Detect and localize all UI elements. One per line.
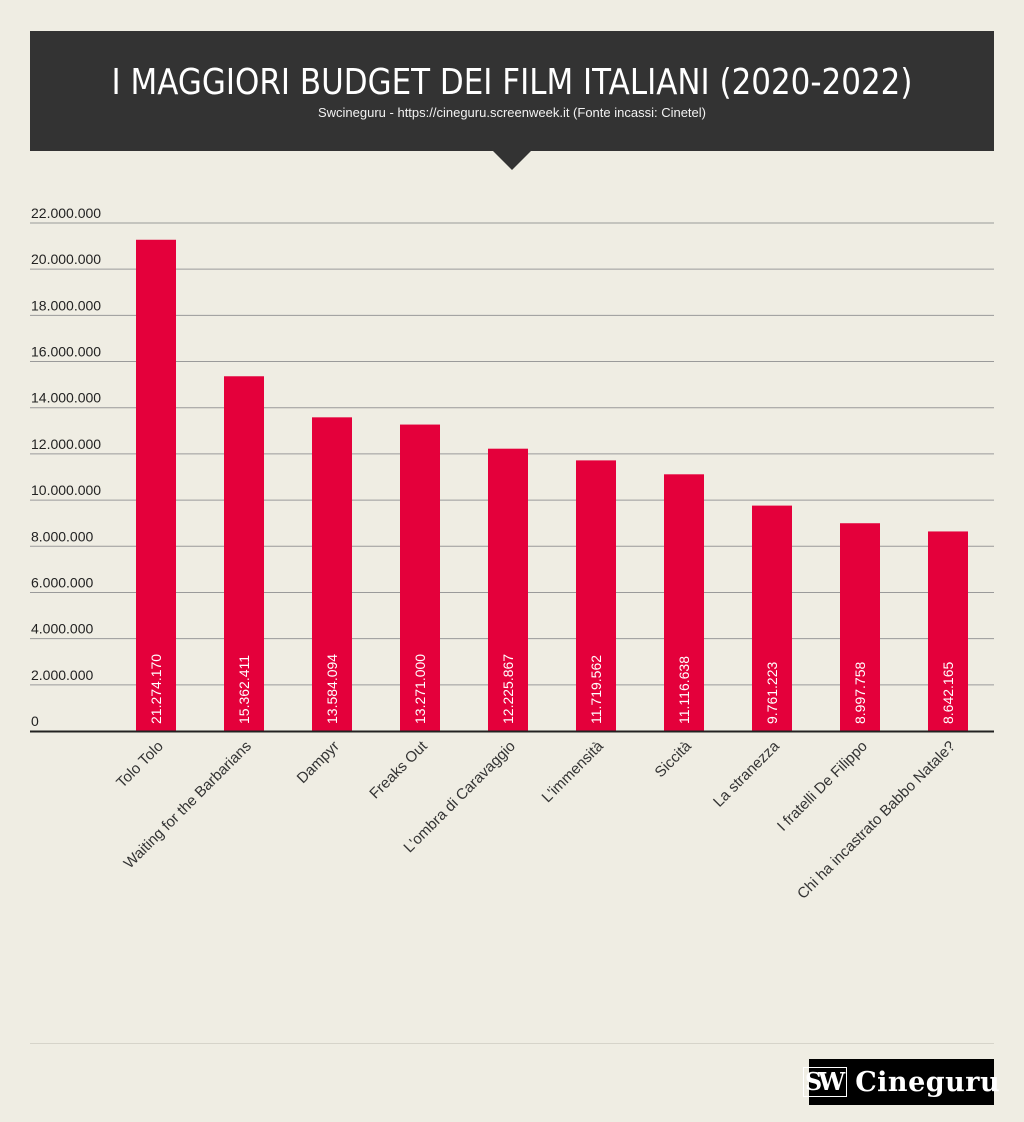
y-tick-label: 20.000.000 xyxy=(31,251,101,267)
x-category-label: Chi ha incastrato Babbo Natale? xyxy=(794,738,959,903)
bar-value-label: 9.761.223 xyxy=(764,662,780,724)
y-tick-label: 16.000.000 xyxy=(31,344,101,360)
x-category-label: I fratelli De Filippo xyxy=(774,738,871,835)
bar xyxy=(224,376,264,731)
bar xyxy=(136,239,176,731)
bar-value-label: 12.225.867 xyxy=(500,654,516,724)
y-tick-label: 0 xyxy=(31,713,39,729)
footer-divider xyxy=(30,1043,994,1044)
bar xyxy=(488,448,528,731)
y-tick-label: 4.000.000 xyxy=(31,621,93,637)
cineguru-logo: SW Cineguru xyxy=(802,1059,1000,1105)
bar-value-label: 13.271.000 xyxy=(412,654,428,724)
x-category-label: Freaks Out xyxy=(366,737,431,802)
y-tick-label: 6.000.000 xyxy=(31,574,93,590)
x-category-label: Dampyr xyxy=(294,738,343,787)
chart-title: I MAGGIORI BUDGET DEI FILM ITALIANI (202… xyxy=(111,62,913,103)
x-category-label: L'immensità xyxy=(539,737,608,806)
y-tick-label: 8.000.000 xyxy=(31,528,93,544)
x-category-label: Siccità xyxy=(652,737,696,781)
y-tick-label: 18.000.000 xyxy=(31,297,101,313)
chart-header: I MAGGIORI BUDGET DEI FILM ITALIANI (202… xyxy=(30,31,994,151)
y-tick-label: 10.000.000 xyxy=(31,482,101,498)
y-tick-label: 14.000.000 xyxy=(31,390,101,406)
logo-mark: SW xyxy=(802,1067,848,1097)
bar-value-label: 13.584.094 xyxy=(324,654,340,724)
bar-value-label: 11.719.562 xyxy=(588,655,604,724)
bar xyxy=(576,460,616,731)
y-tick-label: 2.000.000 xyxy=(31,667,93,683)
bar-value-label: 8.997.758 xyxy=(852,662,868,724)
bar xyxy=(752,505,792,731)
x-category-label: Tolo Tolo xyxy=(113,738,167,792)
bar xyxy=(840,523,880,731)
y-tick-label: 22.000.000 xyxy=(31,205,101,221)
x-category-label: La stranezza xyxy=(710,737,783,810)
bar-value-label: 11.116.638 xyxy=(676,656,692,724)
bar-value-label: 21.274.170 xyxy=(148,654,164,724)
bar-value-label: 8.642.165 xyxy=(940,662,956,724)
bar xyxy=(312,417,352,731)
y-tick-label: 12.000.000 xyxy=(31,436,101,452)
bar xyxy=(928,531,968,731)
chart-subtitle: Swcineguru - https://cineguru.screenweek… xyxy=(317,105,706,120)
bar-value-label: 15.362.411 xyxy=(236,655,252,724)
header-pointer xyxy=(493,151,531,170)
bar xyxy=(400,424,440,731)
logo-text: Cineguru xyxy=(855,1066,1001,1098)
bar xyxy=(664,474,704,731)
